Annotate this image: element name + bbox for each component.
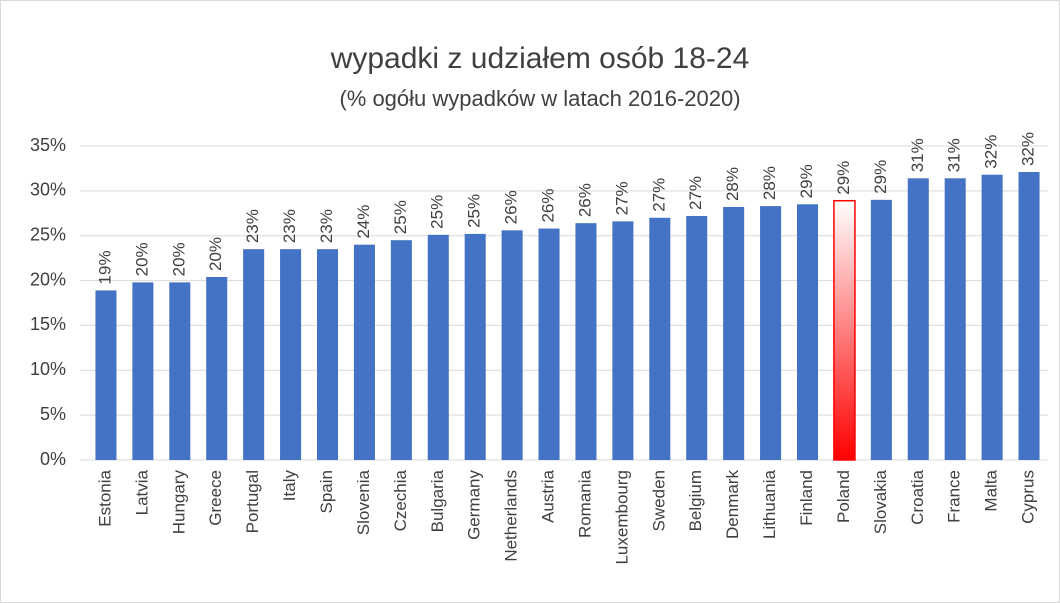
value-label: 25% [428,195,447,229]
value-label: 23% [317,209,336,243]
x-tick-label: Greece [206,470,225,526]
value-label: 32% [1019,132,1038,166]
value-label: 26% [575,183,594,217]
value-label: 31% [945,138,964,172]
bar [206,276,228,460]
bar [95,290,117,460]
x-tick-label: Lithuania [760,469,779,539]
x-tick-label: Portugal [243,470,262,533]
bar [390,240,412,460]
value-label: 24% [354,205,373,239]
x-tick-label: Netherlands [502,470,521,562]
value-label: 19% [95,250,114,284]
x-tick-label: Slovenia [354,469,373,535]
y-tick-label: 5% [40,404,66,424]
value-label: 28% [760,166,779,200]
bar [243,249,265,460]
bar [981,174,1003,461]
bar [575,223,597,460]
value-label: 23% [280,209,299,243]
value-label: 20% [132,242,151,276]
x-tick-label: Cyprus [1019,470,1038,524]
bar [612,221,634,460]
y-tick-label: 35% [30,135,66,155]
x-tick-label: Bulgaria [428,469,447,532]
bar [796,204,819,460]
bar [870,199,892,461]
value-label: 27% [686,176,705,210]
x-tick-label: Austria [539,469,558,522]
value-label: 32% [982,135,1001,169]
bar [907,178,929,460]
bar [944,178,966,460]
value-label: 25% [391,200,410,234]
bar [316,249,339,460]
y-tick-label: 0% [40,449,66,469]
x-tick-label: Malta [982,469,1001,511]
value-label: 20% [206,237,225,271]
bar [132,282,154,460]
chart-subtitle: (% ogółu wypadków w latach 2016-2020) [339,86,740,111]
value-label: 20% [169,242,188,276]
bar [501,230,523,460]
x-tick-label: Czechia [391,469,410,531]
y-tick-label: 25% [30,224,66,244]
x-tick-label: France [945,470,964,523]
value-label: 28% [723,167,742,201]
bar [353,244,375,460]
bar [538,228,560,460]
x-tick-label: Latvia [132,469,151,515]
x-tick-label: Croatia [908,469,927,524]
y-tick-label: 20% [30,269,66,289]
value-label: 26% [539,189,558,223]
bar [833,199,856,461]
bar [169,282,191,460]
x-tick-label: Sweden [649,470,668,531]
value-label: 25% [465,194,484,228]
x-tick-label: Slovakia [871,469,890,534]
x-tick-label: Hungary [169,470,188,535]
x-tick-label: Belgium [686,470,705,531]
value-label: 29% [834,161,853,195]
y-tick-label: 15% [30,314,66,334]
x-tick-label: Spain [317,470,336,513]
bar [464,233,486,460]
x-tick-label: Luxembourg [612,470,631,565]
value-label: 26% [502,190,521,224]
bar [723,207,745,460]
value-label: 23% [243,209,262,243]
y-tick-label: 30% [30,180,66,200]
value-label: 29% [797,164,816,198]
value-label: 29% [871,160,890,194]
bar [1018,172,1040,460]
bar [649,217,671,460]
x-tick-label: Italy [280,470,299,502]
bar [686,215,708,460]
x-tick-label: Finland [797,470,816,526]
value-label: 27% [649,178,668,212]
y-tick-label: 10% [30,359,66,379]
x-tick-label: Estonia [95,469,114,526]
x-tick-label: Poland [834,470,853,523]
x-tick-label: Denmark [723,470,742,539]
chart-title: wypadki z udziałem osób 18-24 [330,42,750,75]
value-label: 31% [908,138,927,172]
x-tick-label: Germany [465,470,484,540]
value-label: 27% [612,181,631,215]
bar [427,234,449,460]
bar [760,206,782,460]
x-tick-label: Romania [575,469,594,538]
bar [280,249,302,460]
